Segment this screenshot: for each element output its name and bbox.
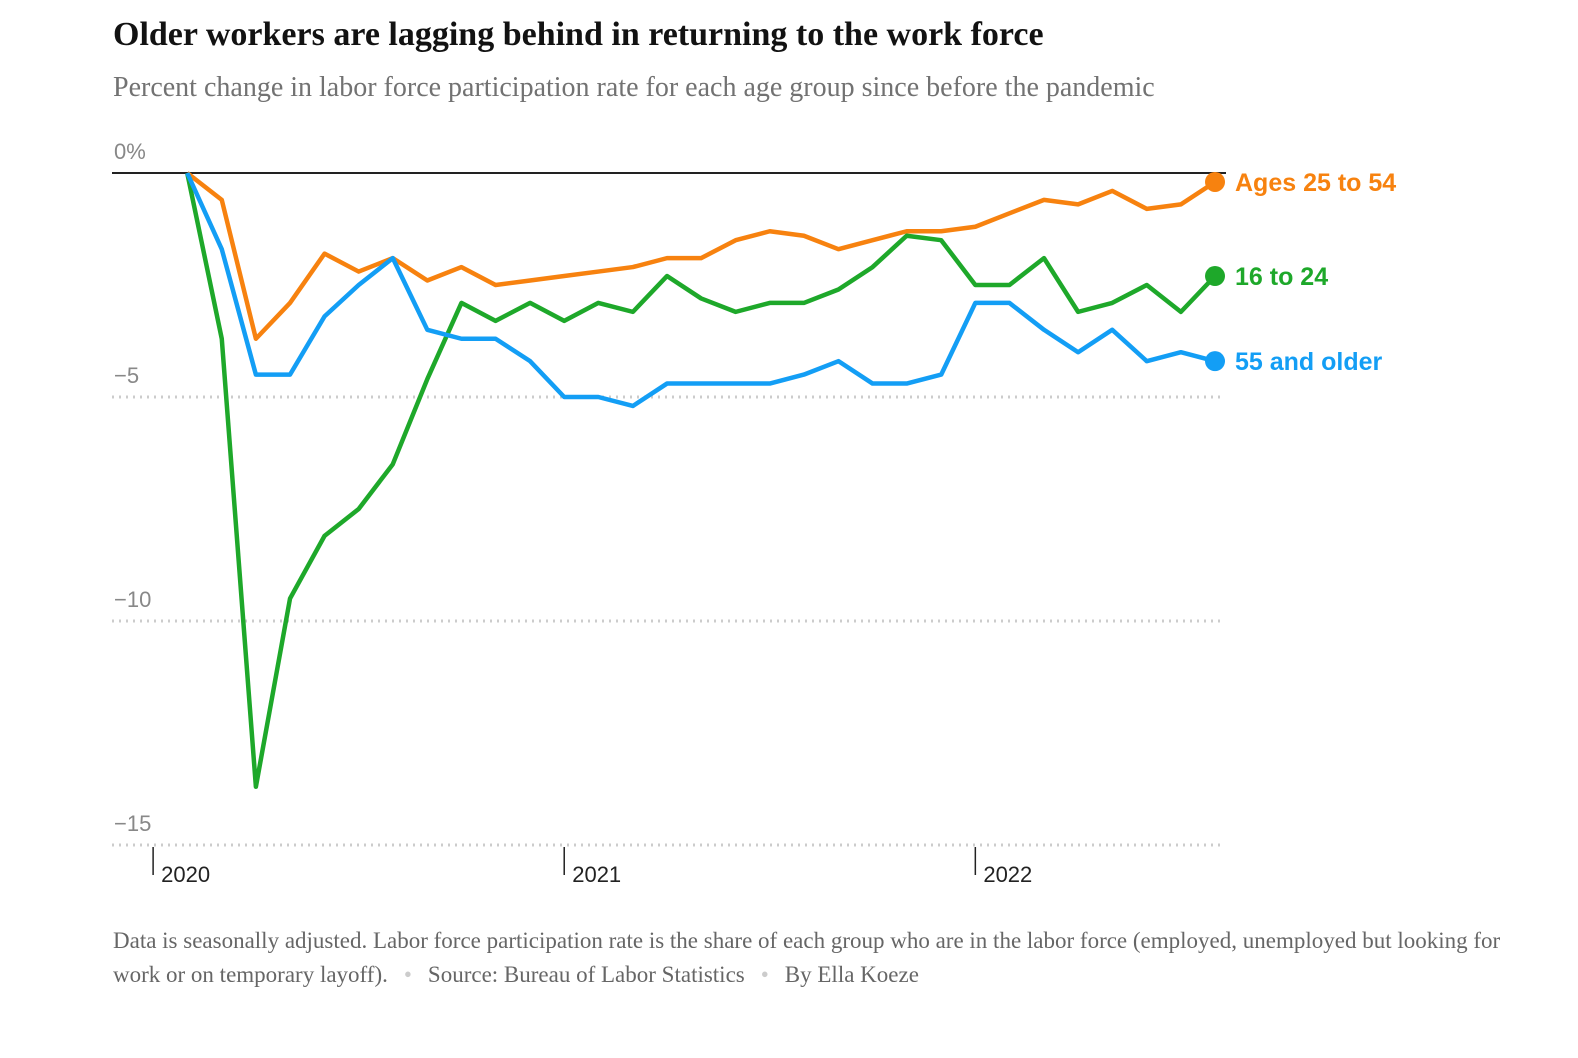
y-tick-label: −10	[114, 587, 151, 612]
end-point	[1205, 171, 1226, 192]
end-point	[1205, 351, 1226, 372]
chart-title: Older workers are lagging behind in retu…	[113, 16, 1044, 53]
series-line	[185, 172, 1217, 790]
series-line	[185, 172, 1216, 409]
note: Data is seasonally adjusted. Labor force…	[113, 928, 1501, 987]
footer: Data is seasonally adjusted. Labor force…	[113, 924, 1533, 992]
y-tick-label: −15	[114, 811, 151, 836]
separator: •	[403, 962, 412, 987]
chart-subtitle: Percent change in labor force participat…	[113, 72, 1155, 103]
chart: 0% −5 −10 −15 2020 2021 2022 Ages 25 to 54 16 to…	[112, 139, 1396, 887]
x-tick-label: 2021	[572, 862, 621, 887]
series-label: 16 to 24	[1235, 263, 1328, 291]
x-tick-label: 2022	[983, 862, 1032, 887]
end-point	[1205, 266, 1226, 287]
series-label: 55 and older	[1235, 348, 1383, 376]
series-line	[185, 171, 1217, 342]
y-tick-label: −5	[114, 363, 139, 388]
separator: •	[760, 962, 769, 987]
source: Source: Bureau of Labor Statistics	[427, 962, 745, 987]
byline: By Ella Koeze	[784, 962, 919, 987]
series-label: Ages 25 to 54	[1235, 169, 1396, 197]
x-tick-label: 2020	[161, 862, 210, 887]
y-tick-label: 0%	[114, 139, 146, 164]
